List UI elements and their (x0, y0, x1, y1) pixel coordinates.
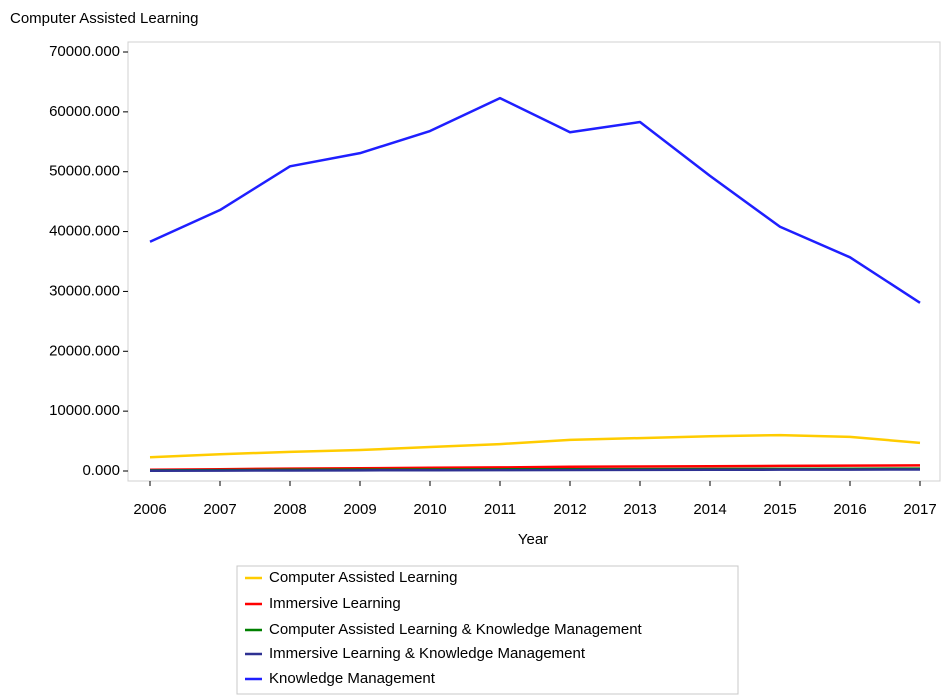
y-tick-label: 70000.000 (49, 43, 120, 60)
y-tick-label: 40000.000 (49, 223, 120, 240)
legend-label: Computer Assisted Learning (269, 569, 457, 586)
y-tick-label: 30000.000 (49, 282, 120, 299)
x-tick-label: 2015 (763, 501, 796, 518)
x-tick-label: 2014 (693, 501, 726, 518)
y-tick-label: 20000.000 (49, 342, 120, 359)
x-axis-label: Year (518, 531, 548, 548)
plot-frame (127, 41, 941, 482)
y-tick-label: 60000.000 (49, 103, 120, 120)
series-line (149, 433, 921, 459)
y-tick-label: 0.000 (82, 462, 120, 479)
legend-label: Immersive Learning (269, 595, 401, 612)
legend-label: Knowledge Management (269, 670, 436, 687)
x-tick-label: 2007 (203, 501, 236, 518)
x-tick-label: 2017 (903, 501, 936, 518)
x-tick-label: 2012 (553, 501, 586, 518)
x-tick-label: 2010 (413, 501, 446, 518)
chart-title: Computer Assisted Learning (10, 10, 198, 27)
x-tick-label: 2008 (273, 501, 306, 518)
legend-box (236, 565, 739, 695)
x-tick-label: 2011 (484, 501, 516, 518)
series-line (149, 96, 921, 304)
legend-label: Immersive Learning & Knowledge Managemen… (269, 645, 586, 662)
x-tick-label: 2013 (623, 501, 656, 518)
x-tick-label: 2016 (833, 501, 866, 518)
y-tick-label: 50000.000 (49, 163, 120, 180)
legend-label: Computer Assisted Learning & Knowledge M… (269, 621, 643, 638)
series-line (149, 468, 921, 472)
y-tick-label: 10000.000 (49, 402, 120, 419)
x-tick-label: 2006 (133, 501, 166, 518)
x-tick-label: 2009 (343, 501, 376, 518)
